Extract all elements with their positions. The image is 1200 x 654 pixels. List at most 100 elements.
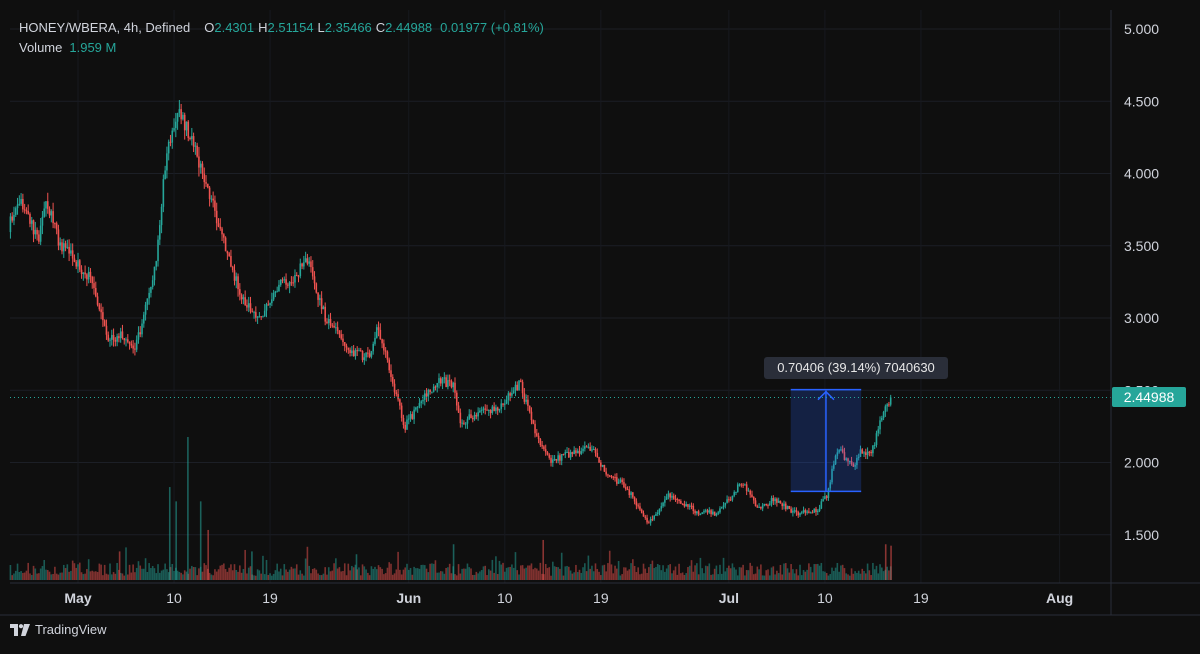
candle-body: [48, 208, 51, 216]
volume-bar: [413, 566, 415, 580]
volume-bar: [258, 570, 261, 580]
volume-bar: [667, 565, 670, 580]
candle-body: [626, 489, 629, 491]
change-value: 0.01977 (+0.81%): [440, 20, 544, 35]
volume-label[interactable]: Volume: [19, 40, 63, 55]
candle-body: [706, 510, 709, 513]
measure-tool[interactable]: [790, 388, 862, 493]
volume-bar: [729, 568, 732, 580]
candle-body: [655, 514, 657, 516]
volume-bar: [418, 568, 421, 580]
candle-body: [207, 183, 209, 188]
candle-body: [751, 494, 753, 498]
volume-bar: [427, 572, 430, 580]
volume-bar: [75, 567, 78, 580]
volume-bar: [680, 573, 682, 580]
candle-body: [774, 498, 776, 502]
candle-body: [523, 393, 526, 402]
volume-bar: [731, 563, 734, 580]
volume-bar: [623, 567, 625, 580]
time-axis[interactable]: May 10 19 Jun 10 19 Jul 10 19 Aug: [64, 590, 1073, 606]
candle-body: [633, 497, 636, 502]
candle-body: [813, 508, 816, 513]
candle-body: [416, 406, 419, 408]
time-tick-label: 19: [593, 590, 609, 606]
candle-body: [573, 450, 575, 454]
candle-body: [507, 393, 510, 400]
volume-bar: [505, 567, 508, 580]
candle-body: [566, 451, 568, 453]
volume-bar: [865, 573, 867, 580]
price-tick-label: 3.500: [1124, 238, 1159, 254]
volume-bar: [157, 564, 159, 580]
volume-bar: [310, 573, 312, 580]
volume-bar: [669, 564, 671, 580]
volume-bar: [354, 564, 357, 580]
price-tick-label: 3.000: [1124, 310, 1159, 326]
candle-body: [744, 484, 746, 486]
candle-body: [189, 137, 191, 140]
candle-body: [601, 464, 604, 467]
volume-bar: [550, 575, 552, 580]
candle-body: [824, 496, 826, 500]
volume-bar: [795, 569, 798, 580]
candle-body: [585, 446, 588, 448]
candle-body: [36, 229, 38, 235]
volume-bar: [612, 573, 615, 580]
volume-bar: [745, 570, 748, 580]
volume-bar: [879, 564, 881, 580]
candle-body: [525, 399, 527, 402]
volume-bar: [852, 573, 855, 580]
volume-bar: [484, 565, 487, 580]
candle-body: [847, 458, 849, 462]
candle-body: [516, 384, 519, 391]
candle-body: [443, 377, 446, 379]
volume-bar: [62, 564, 65, 580]
volume-bar: [91, 570, 94, 580]
volume-bar: [249, 566, 252, 580]
candle-body: [724, 502, 727, 506]
candle-body: [329, 318, 332, 326]
volume-bar: [98, 563, 101, 580]
volume-bar: [54, 566, 56, 580]
volume-bar: [779, 564, 782, 580]
candle-body: [253, 312, 255, 314]
volume-bar: [395, 569, 398, 580]
volume-bar: [614, 565, 616, 580]
volume-bar: [761, 575, 764, 580]
volume-bar: [841, 564, 844, 580]
volume-bar: [399, 569, 401, 580]
volume-bar: [701, 568, 703, 580]
volume-bar: [603, 564, 606, 580]
candle-body: [575, 450, 577, 454]
volume-bar: [205, 565, 207, 580]
candle-body: [155, 261, 158, 267]
volume-bar: [105, 573, 108, 580]
volume-bar: [130, 572, 133, 580]
candle-body: [596, 452, 599, 458]
volume-bar: [448, 563, 451, 580]
price-tick-label: 4.500: [1124, 93, 1159, 109]
candle-body: [246, 305, 248, 308]
volume-bar: [361, 564, 364, 580]
candle-body: [390, 370, 392, 377]
candle-body: [464, 423, 467, 425]
volume-bar: [765, 570, 768, 580]
volume-bar: [429, 563, 431, 580]
volume-bar: [393, 573, 396, 580]
candle-body: [486, 409, 488, 411]
volume-bar: [14, 570, 17, 580]
candle-body: [671, 495, 673, 498]
candle-body: [422, 399, 424, 402]
candle-body: [712, 511, 714, 515]
high-value: 2.51154: [267, 20, 314, 35]
volume-bar: [694, 565, 696, 580]
tradingview-brand[interactable]: TradingView: [10, 622, 107, 637]
symbol-label[interactable]: HONEY/WBERA, 4h, Defined: [19, 20, 191, 35]
volume-bar: [834, 567, 837, 580]
candle-body: [843, 452, 846, 460]
candle-body: [829, 482, 832, 489]
